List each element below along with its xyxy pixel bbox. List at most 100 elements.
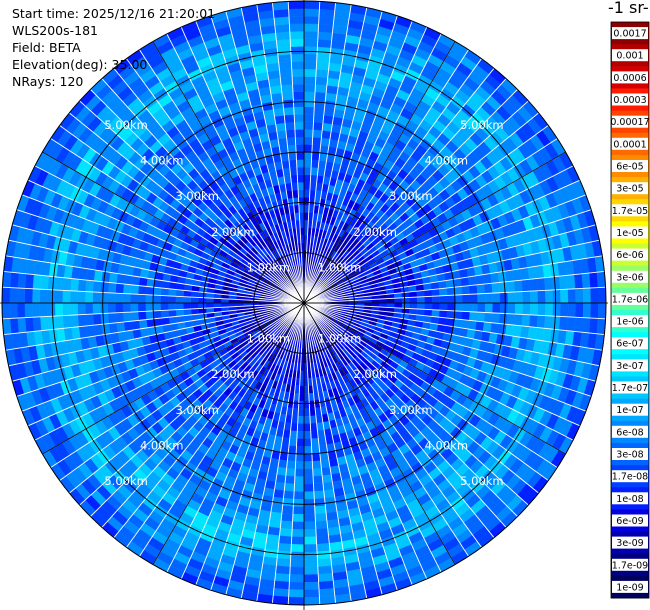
beta-gate <box>287 453 297 462</box>
beta-gate <box>9 272 19 289</box>
beta-gate <box>115 302 124 314</box>
beta-gate <box>292 513 305 523</box>
beta-gate <box>152 294 161 304</box>
beta-gate <box>122 283 132 295</box>
beta-gate <box>560 302 569 317</box>
ring-label: 3.00km <box>175 189 218 203</box>
beta-gate <box>160 295 169 304</box>
beta-gate <box>536 315 546 329</box>
beta-gate <box>123 321 133 332</box>
beta-gate <box>295 446 305 455</box>
beta-gate <box>582 302 592 319</box>
beta-gate <box>287 144 297 153</box>
beta-gate <box>291 529 305 538</box>
beta-gate <box>24 317 34 333</box>
beta-gate <box>290 38 305 47</box>
beta-gate <box>175 302 184 310</box>
colorbar: 0.00170.0010.00060.00030.000170.00016e-0… <box>610 21 650 599</box>
beta-gate <box>55 315 64 330</box>
beta-gate <box>567 288 576 304</box>
beta-gate <box>454 302 463 312</box>
beta-gate <box>205 297 214 304</box>
ring-label: 3.00km <box>175 403 218 417</box>
beta-gate <box>315 520 328 530</box>
beta-gate <box>394 297 403 304</box>
beta-gate <box>505 324 515 337</box>
beta-gate <box>108 272 118 284</box>
beta-gate <box>317 31 333 41</box>
beta-gate <box>303 121 314 130</box>
beta-gate <box>475 274 485 285</box>
beta-gate <box>277 54 292 63</box>
beta-gate <box>303 400 310 409</box>
beta-gate <box>273 588 290 598</box>
beta-gate <box>9 302 18 319</box>
beta-gate <box>318 8 335 18</box>
beta-gate <box>303 596 320 606</box>
beta-gate <box>317 565 333 575</box>
beta-gate <box>288 152 297 161</box>
beta-gate <box>62 315 72 329</box>
beta-gate <box>100 313 109 325</box>
beta-gate <box>92 280 102 293</box>
beta-gate <box>297 182 305 191</box>
beta-gate <box>280 513 294 522</box>
beta-gate <box>318 588 335 598</box>
beta-gate <box>288 589 305 598</box>
beta-gate <box>32 274 42 290</box>
beta-gate <box>276 558 291 568</box>
beta-gate <box>290 551 305 560</box>
beta-gate <box>303 551 318 560</box>
beta-gate <box>137 302 146 312</box>
beta-gate <box>289 31 305 40</box>
beta-gate <box>70 314 79 328</box>
beta-gate <box>551 276 561 291</box>
ring-label: 1.00km <box>247 260 290 274</box>
beta-gate <box>514 279 523 293</box>
beta-gate <box>303 99 315 108</box>
beta-gate <box>39 302 48 317</box>
beta-gate <box>297 174 305 183</box>
beta-gate <box>183 302 192 310</box>
beta-gate <box>317 38 332 48</box>
beta-gate <box>85 279 94 293</box>
beta-gate <box>597 302 607 319</box>
beta-gate <box>288 445 297 454</box>
beta-gate <box>100 302 109 314</box>
beta-gate <box>77 302 86 316</box>
beta-gate <box>62 302 71 316</box>
beta-gate <box>39 316 49 331</box>
beta-gate <box>559 275 569 290</box>
beta-gate <box>522 302 531 316</box>
beta-gate <box>439 295 448 304</box>
beta-gate <box>521 314 531 327</box>
ring-label: 1.00km <box>247 332 290 346</box>
beta-gate <box>286 460 296 470</box>
beta-gate <box>77 314 87 327</box>
beta-gate <box>116 321 126 333</box>
beta-gate <box>401 302 410 309</box>
beta-gate <box>303 15 320 25</box>
beta-gate <box>590 302 599 319</box>
beta-gate <box>55 276 64 291</box>
beta-gate <box>316 543 331 552</box>
beta-gate <box>446 310 455 319</box>
beta-gate <box>581 272 591 289</box>
beta-gate <box>303 423 311 432</box>
beta-gate <box>439 287 448 297</box>
beta-gate <box>311 453 321 462</box>
beta-gate <box>290 53 305 62</box>
beta-gate <box>290 46 305 55</box>
colorbar-tick-label: 1.7e-05 <box>612 206 648 217</box>
beta-gate <box>303 581 320 591</box>
beta-gate <box>552 289 561 304</box>
beta-gate <box>424 296 433 304</box>
beta-gate <box>454 286 463 296</box>
beta-gate <box>62 290 71 304</box>
beta-gate <box>566 274 576 290</box>
beta-gate <box>293 498 305 508</box>
colorbar-tick-label: 3e-05 <box>616 184 643 195</box>
beta-gate <box>303 536 317 545</box>
beta-gate <box>315 69 329 78</box>
beta-gate <box>416 296 425 304</box>
